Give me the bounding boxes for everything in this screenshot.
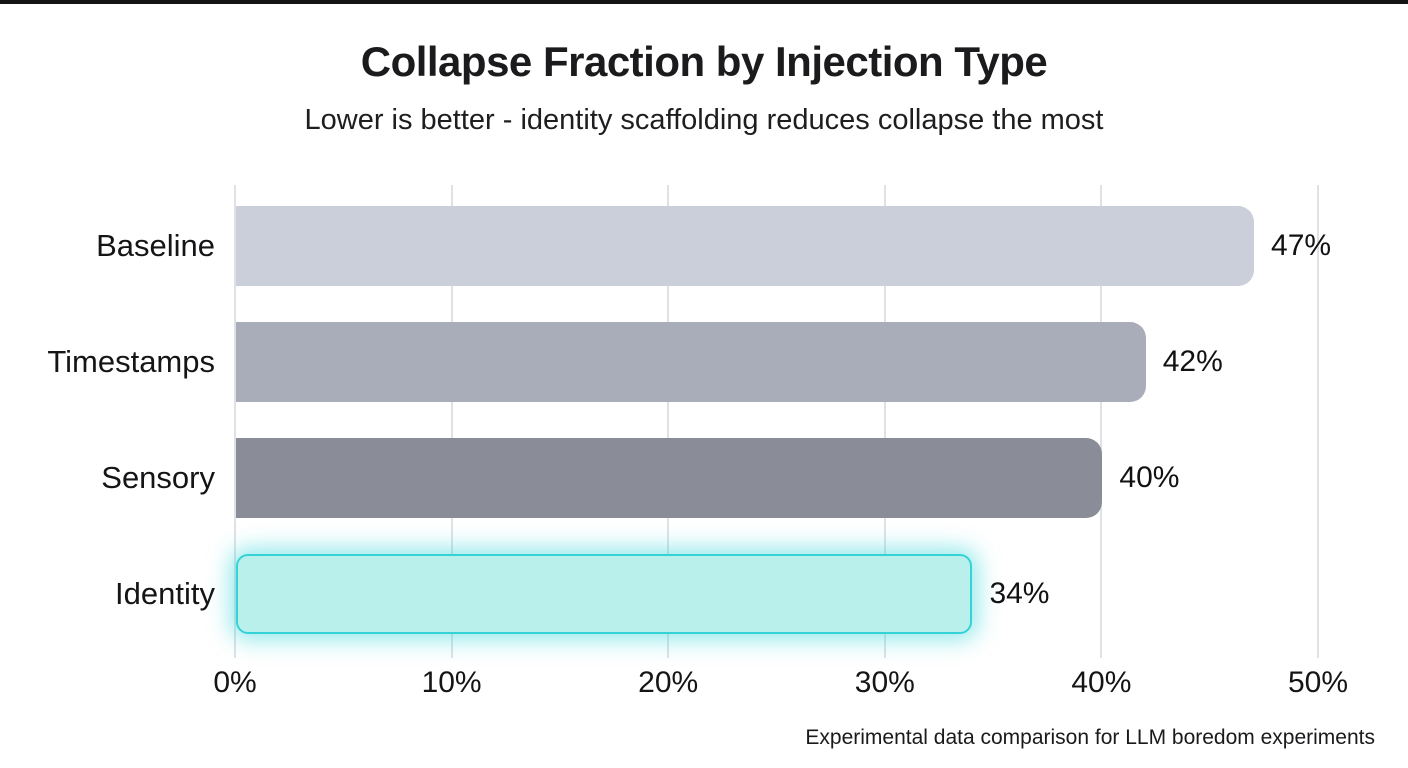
bar (236, 554, 973, 634)
top-edge-artifact (0, 0, 1408, 4)
category-label: Timestamps (47, 344, 215, 379)
category-label: Baseline (96, 228, 215, 263)
chart-title: Collapse Fraction by Injection Type (360, 38, 1048, 85)
gridline (883, 185, 886, 658)
value-label: 47% (1271, 229, 1332, 262)
x-tick-label: 0% (213, 666, 257, 699)
x-tick-label: 30% (854, 666, 915, 699)
value-label: 42% (1162, 345, 1223, 378)
gridline (1100, 185, 1103, 658)
bar (236, 438, 1103, 518)
chart-subtitle: Lower is better - identity scaffolding r… (304, 104, 1104, 136)
gridline (667, 185, 670, 658)
gridline (1317, 185, 1319, 658)
value-label: 40% (1119, 461, 1180, 494)
x-tick-label: 10% (421, 666, 482, 699)
bar (236, 206, 1255, 286)
value-label: 34% (989, 577, 1050, 610)
gridline (234, 185, 236, 658)
footer-note: Experimental data comparison for LLM bor… (805, 726, 1375, 749)
category-label: Identity (115, 576, 215, 611)
x-tick-label: 40% (1071, 666, 1132, 699)
x-tick-label: 20% (638, 666, 699, 699)
gridline (450, 185, 453, 658)
x-tick-label: 50% (1287, 666, 1349, 699)
category-label: Sensory (101, 460, 215, 495)
bar (236, 322, 1146, 402)
